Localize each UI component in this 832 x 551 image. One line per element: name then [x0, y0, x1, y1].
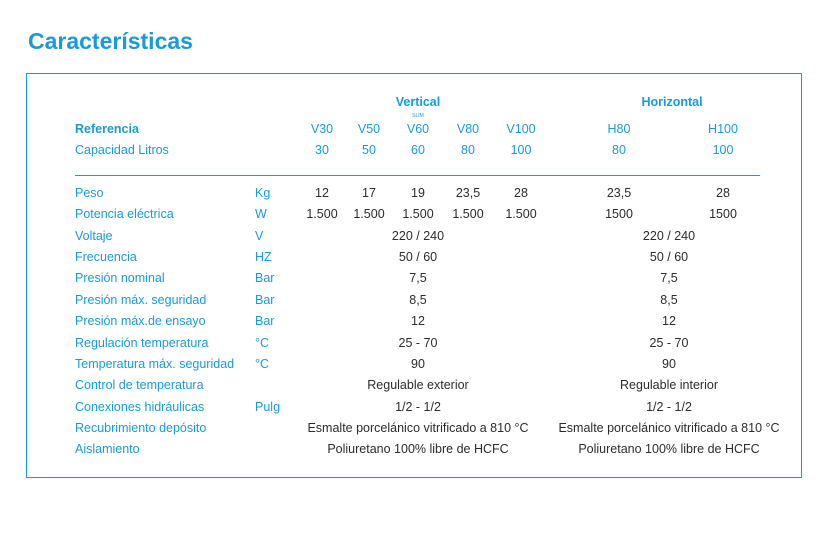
row-value-horizontal: Poliuretano 100% libre de HCFC [578, 442, 760, 456]
row-value-vertical: 90 [411, 357, 425, 371]
capacity-value: 80 [461, 143, 475, 157]
row-value: 1500 [709, 207, 737, 221]
row-value: 17 [362, 186, 376, 200]
row-unit: Bar [255, 293, 275, 307]
row-value-vertical: 50 / 60 [398, 250, 438, 264]
row-label: Temperatura máx. seguridad [75, 357, 235, 371]
reference-h80: H80 [607, 122, 631, 136]
row-value-vertical: Esmalte porcelánico vitrificado a 810 °C [307, 421, 529, 435]
row-value-vertical: 7,5 [409, 271, 427, 285]
row-value: 28 [716, 186, 730, 200]
row-unit: V [255, 229, 264, 243]
row-label: Voltaje [75, 229, 113, 243]
row-unit: HZ [255, 250, 272, 264]
reference-v50: V50 [357, 122, 381, 136]
group-header-horizontal: Horizontal [641, 95, 703, 109]
row-value-vertical: Poliuretano 100% libre de HCFC [327, 442, 509, 456]
capacity-value: 60 [411, 143, 425, 157]
row-value-horizontal: Esmalte porcelánico vitrificado a 810 °C [558, 421, 780, 435]
row-value: 1.500 [353, 207, 385, 221]
capacity-value: 100 [712, 143, 734, 157]
reference-v80: V80 [456, 122, 480, 136]
row-value-vertical: 220 / 240 [391, 229, 445, 243]
row-value-vertical: 25 - 70 [398, 336, 438, 350]
row-value-horizontal: 7,5 [660, 271, 678, 285]
row-unit: W [255, 207, 267, 221]
row-value: 1.500 [402, 207, 434, 221]
row-value-horizontal: 50 / 60 [649, 250, 689, 264]
capacity-value: 80 [612, 143, 626, 157]
reference-v30: V30 [310, 122, 334, 136]
row-unit: °C [255, 357, 270, 371]
row-unit: Kg [255, 186, 271, 200]
row-label: Presión nominal [75, 271, 165, 285]
reference-v100: V100 [506, 122, 536, 136]
capacity-value: 50 [362, 143, 376, 157]
row-unit: Bar [255, 314, 275, 328]
row-label: Conexiones hidráulicas [75, 400, 205, 414]
header-divider [75, 175, 760, 176]
reference-v60: V60 [406, 122, 430, 136]
row-value: 1.500 [452, 207, 484, 221]
row-label: Peso [75, 186, 104, 200]
row-value-horizontal: Regulable interior [620, 378, 718, 392]
capacity-value: 100 [510, 143, 532, 157]
row-value: 12 [315, 186, 329, 200]
row-value-horizontal: 220 / 240 [642, 229, 696, 243]
row-value: 23,5 [606, 186, 632, 200]
row-value-horizontal: 1/2 - 1/2 [646, 400, 692, 414]
row-label: Recubrimiento depósito [75, 421, 207, 435]
row-label: Control de temperatura [75, 378, 204, 392]
row-value: 1.500 [306, 207, 338, 221]
row-value: 23,5 [455, 186, 481, 200]
capacity-value: 30 [315, 143, 329, 157]
row-unit: Bar [255, 271, 275, 285]
row-value-horizontal: 25 - 70 [649, 336, 689, 350]
row-label: Frecuencia [75, 250, 137, 264]
specs-panel [26, 73, 802, 478]
row-value-vertical: 1/2 - 1/2 [395, 400, 441, 414]
slim-note: SLIM [412, 113, 424, 119]
row-value: 1.500 [505, 207, 537, 221]
row-label: Aislamiento [75, 442, 140, 456]
row-value: 1500 [605, 207, 633, 221]
reference-h100: H100 [708, 122, 738, 136]
row-value-horizontal: 12 [662, 314, 676, 328]
row-value-vertical: 12 [411, 314, 425, 328]
row-value-horizontal: 90 [662, 357, 676, 371]
page-title: Características [28, 28, 193, 54]
row-value-vertical: 8,5 [409, 293, 427, 307]
row-value-horizontal: 8,5 [660, 293, 678, 307]
row-label: Potencia eléctrica [75, 207, 174, 221]
row-label: Regulación temperatura [75, 336, 209, 350]
capacity-label: Capacidad Litros [75, 143, 169, 157]
group-header-vertical: Vertical [395, 95, 441, 109]
row-unit: Pulg [255, 400, 281, 414]
row-value: 28 [514, 186, 528, 200]
row-value: 19 [411, 186, 425, 200]
reference-label: Referencia [75, 122, 139, 136]
row-unit: °C [255, 336, 270, 350]
row-value-vertical: Regulable exterior [367, 378, 469, 392]
row-label: Presión máx.de ensayo [75, 314, 206, 328]
row-label: Presión máx. seguridad [75, 293, 207, 307]
